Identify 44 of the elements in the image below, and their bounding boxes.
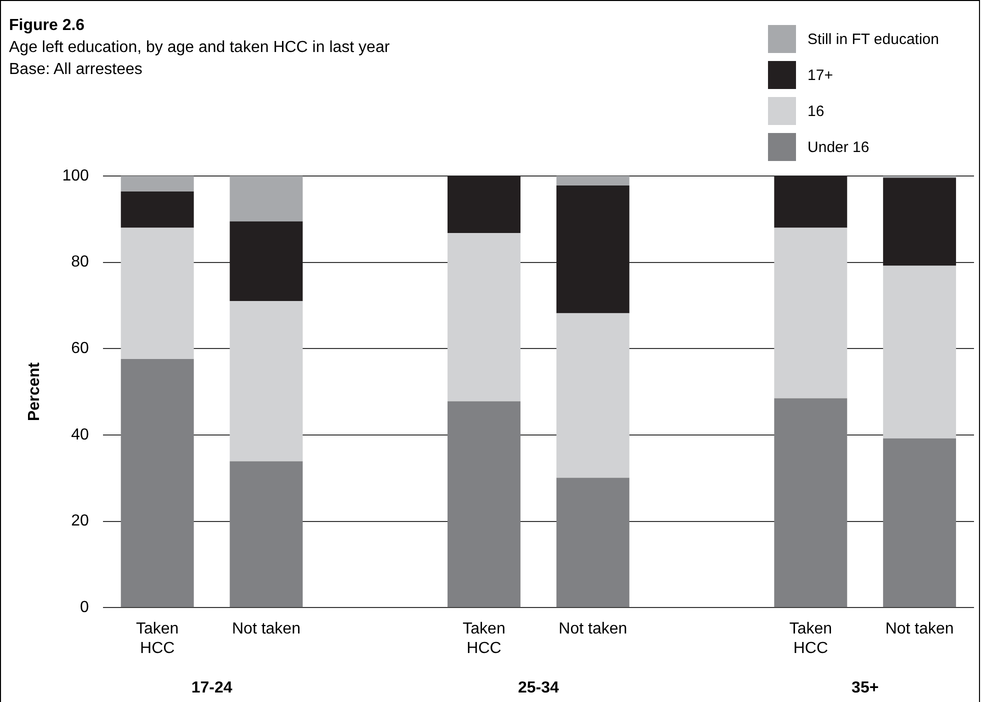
- bar: [883, 178, 956, 266]
- text: 17-24: [191, 679, 232, 696]
- bar: [448, 176, 520, 233]
- x-tick-label: Not taken: [558, 620, 628, 638]
- y-tick-label: 60: [71, 340, 89, 358]
- bar: [883, 266, 956, 438]
- bar: [556, 185, 630, 314]
- bar: [230, 176, 303, 222]
- bar: [556, 478, 630, 608]
- text: Base: All arrestees: [9, 60, 144, 80]
- y-axis-title: Percent: [26, 362, 44, 422]
- x-tick-label: Not taken: [885, 620, 954, 638]
- x-tick-label: Taken HCC: [789, 620, 832, 657]
- bar: [774, 176, 848, 228]
- y-tick-label: 40: [71, 426, 89, 444]
- bar: [556, 313, 630, 478]
- x-tick-label: Taken HCC: [462, 620, 506, 657]
- x-tick-label: Not taken: [232, 620, 300, 638]
- bar: [774, 228, 848, 398]
- bar: [120, 228, 194, 359]
- bar: [120, 192, 194, 228]
- bar: [120, 359, 194, 608]
- legend-label: Under 16: [808, 138, 870, 156]
- text: 35+: [852, 679, 879, 696]
- chart-subtitle: Age left education, by age and taken HCC in last year: [9, 38, 390, 58]
- chart-title: Figure 2.6: [9, 16, 86, 36]
- bar: [448, 232, 520, 402]
- y-tick-label: 80: [71, 254, 89, 271]
- bar: [774, 398, 848, 608]
- text: 25-34: [518, 679, 560, 696]
- bar: [120, 176, 194, 192]
- bar: [883, 438, 956, 608]
- bar: [230, 461, 303, 608]
- y-tick-label: 100: [62, 167, 89, 184]
- y-tick-label: 20: [71, 512, 89, 530]
- bar: [448, 401, 520, 608]
- bar: [556, 176, 630, 186]
- legend-label: Still in FT education: [808, 30, 939, 48]
- y-tick-label: 0: [80, 599, 89, 616]
- bar: [230, 301, 303, 462]
- x-tick-label: Taken HCC: [136, 620, 179, 657]
- legend-label: 17+: [808, 66, 833, 84]
- legend-label: 16: [808, 102, 824, 120]
- bar: [230, 221, 303, 302]
